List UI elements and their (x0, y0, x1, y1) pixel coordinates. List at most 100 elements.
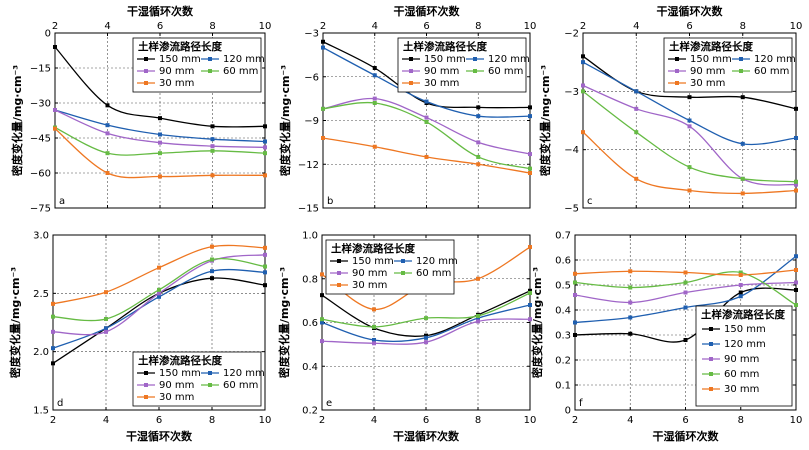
data-point (628, 285, 633, 290)
data-point (476, 319, 480, 324)
data-point (210, 269, 214, 274)
y-tick-label: 1.0 (302, 231, 318, 242)
data-point (794, 179, 798, 184)
data-point (210, 173, 215, 178)
data-point (51, 301, 55, 306)
data-point (628, 331, 633, 336)
legend-title: 土样渗流路径长度 (669, 40, 753, 53)
x-axis-title: 干湿循环次数 (393, 429, 460, 443)
data-point (476, 276, 480, 281)
legend-swatch-marker (144, 69, 148, 73)
data-point (210, 137, 215, 142)
data-point (740, 176, 745, 181)
x-tick-label: 8 (475, 21, 481, 32)
x-axis-title: 干湿循环次数 (394, 4, 461, 18)
legend-label: 90 mm (690, 66, 725, 77)
data-point (738, 294, 743, 299)
legend-swatch-marker (337, 283, 341, 287)
data-point (528, 303, 532, 307)
data-point (424, 316, 428, 321)
data-point (528, 290, 532, 295)
y-tick-label: −2 (564, 29, 579, 40)
y-tick-label: −6 (304, 72, 319, 83)
data-point (105, 123, 110, 128)
data-point (740, 191, 745, 196)
x-tick-label: 2 (320, 21, 326, 32)
y-tick-label: −15 (30, 64, 51, 75)
legend-swatch-marker (675, 69, 679, 73)
data-point (263, 245, 267, 250)
x-tick-label: 10 (790, 21, 803, 32)
legend-swatch-marker (144, 57, 148, 61)
data-point (424, 340, 428, 345)
data-point (683, 338, 688, 342)
legend-label: 60 mm (488, 66, 523, 77)
data-point (740, 95, 745, 100)
data-point (51, 361, 55, 366)
y-axis-title: 密度变化量/mg·cm⁻³ (8, 267, 22, 378)
legend-label: 90 mm (724, 354, 759, 365)
data-point (476, 313, 480, 318)
data-point (104, 290, 108, 295)
data-point (158, 132, 162, 137)
y-tick-label: −15 (298, 204, 319, 215)
data-point (738, 273, 743, 277)
data-point (424, 119, 429, 124)
data-point (158, 174, 162, 179)
data-point (476, 140, 481, 145)
legend-swatch-marker (675, 57, 679, 61)
legend-label: 60 mm (223, 66, 258, 77)
data-point (51, 329, 55, 334)
data-point (320, 339, 324, 344)
legend-swatch-marker (709, 387, 713, 391)
x-tick-label: 6 (686, 21, 692, 32)
data-point (210, 144, 215, 149)
data-point (53, 45, 57, 49)
legend-label: 60 mm (754, 66, 789, 77)
legend-swatch-marker (739, 57, 743, 61)
data-point (320, 293, 324, 298)
legend-label: 150 mm (690, 54, 732, 65)
data-point (424, 333, 428, 338)
data-point (321, 39, 325, 44)
data-point (320, 317, 324, 322)
y-tick-label: −60 (30, 169, 51, 180)
legend-swatch-marker (675, 81, 679, 85)
data-point (528, 245, 532, 250)
x-tick-label: 2 (319, 415, 325, 426)
y-tick-label: 0.7 (555, 231, 571, 242)
legend-swatch-marker (208, 69, 212, 73)
y-axis-title: 密度变化量/mg·cm⁻³ (530, 267, 544, 378)
x-tick-label: 10 (524, 415, 537, 426)
data-point (104, 317, 108, 321)
panel-letter: a (59, 196, 65, 207)
y-tick-label: 0.2 (555, 356, 571, 367)
data-point (528, 152, 532, 157)
data-point (683, 290, 688, 295)
series-line-150mm (321, 290, 531, 337)
data-point (424, 335, 428, 340)
legend-swatch-marker (208, 371, 212, 375)
y-axis-title: 密度变化量/mg·cm⁻³ (277, 267, 291, 378)
panel-letter: f (579, 398, 583, 409)
y-tick-label: −3 (304, 29, 319, 40)
data-point (321, 45, 325, 50)
y-tick-label: −30 (30, 99, 51, 110)
x-tick-label: 2 (50, 415, 56, 426)
data-point (528, 288, 532, 293)
legend-swatch-marker (709, 357, 713, 361)
data-point (683, 270, 688, 275)
y-tick-label: 1.5 (33, 406, 49, 417)
data-point (687, 188, 692, 193)
data-point (794, 106, 798, 111)
y-tick-label: 2.0 (33, 347, 49, 358)
data-point (628, 269, 633, 274)
data-point (210, 124, 215, 129)
data-point (424, 115, 429, 120)
data-point (581, 60, 585, 65)
y-tick-label: −3 (564, 87, 579, 98)
y-tick-label: −12 (298, 160, 319, 171)
data-point (320, 320, 324, 325)
legend-swatch-marker (208, 383, 212, 387)
